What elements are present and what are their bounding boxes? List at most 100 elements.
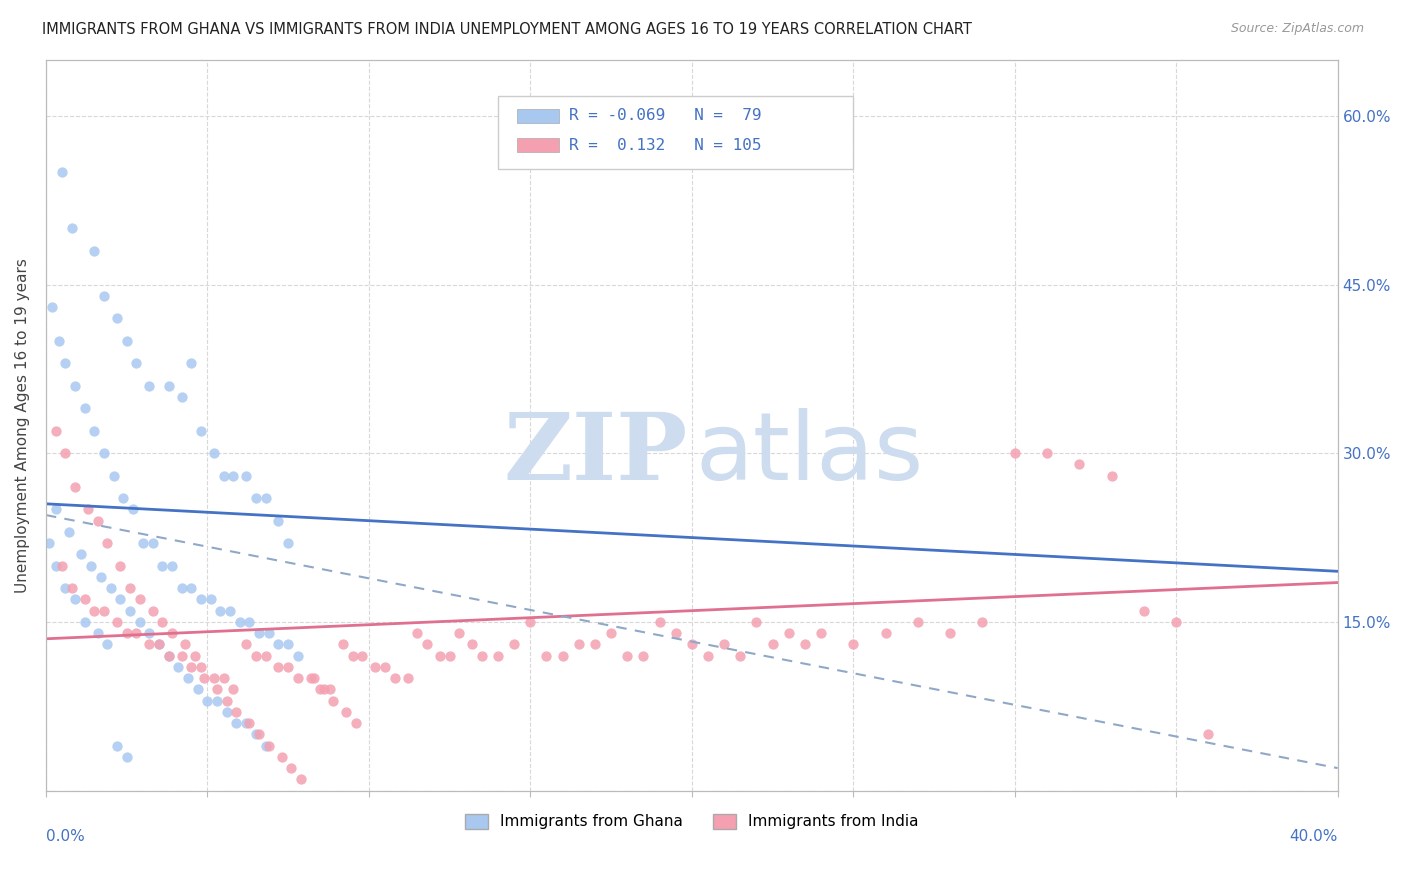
Point: [235, 637, 257, 651]
Point: [374, 660, 396, 674]
Point: [157, 648, 180, 663]
Point: [697, 648, 720, 663]
Point: [45, 558, 67, 573]
Point: [245, 491, 267, 506]
Point: [228, 615, 250, 629]
Point: [128, 592, 150, 607]
Point: [745, 615, 768, 629]
Point: [93, 446, 115, 460]
Point: [245, 648, 267, 663]
Point: [93, 289, 115, 303]
Point: [344, 716, 367, 731]
Point: [416, 637, 439, 651]
Point: [713, 637, 735, 651]
Point: [150, 615, 173, 629]
Point: [1198, 727, 1220, 741]
FancyBboxPatch shape: [498, 96, 853, 169]
Point: [73, 401, 96, 416]
Point: [180, 581, 202, 595]
Point: [51, 558, 73, 573]
Point: [105, 739, 128, 753]
Text: 0.0%: 0.0%: [46, 829, 84, 844]
Point: [70, 548, 93, 562]
Point: [45, 424, 67, 438]
Point: [138, 637, 160, 651]
Point: [125, 626, 148, 640]
Point: [177, 671, 200, 685]
Point: [60, 581, 83, 595]
Point: [180, 660, 202, 674]
Point: [132, 536, 155, 550]
Point: [110, 558, 132, 573]
Point: [429, 648, 451, 663]
Point: [225, 705, 247, 719]
Point: [160, 626, 183, 640]
Text: R = -0.069   N =  79: R = -0.069 N = 79: [569, 109, 762, 123]
Point: [200, 592, 222, 607]
Point: [633, 648, 655, 663]
Point: [53, 356, 76, 370]
Point: [319, 682, 342, 697]
Point: [287, 648, 309, 663]
FancyBboxPatch shape: [517, 138, 558, 153]
Point: [842, 637, 865, 651]
Point: [254, 491, 277, 506]
Point: [73, 592, 96, 607]
Point: [128, 615, 150, 629]
Point: [583, 637, 606, 651]
Point: [225, 716, 247, 731]
Point: [53, 581, 76, 595]
Point: [267, 660, 290, 674]
Point: [277, 536, 299, 550]
Point: [238, 615, 260, 629]
Point: [332, 637, 354, 651]
Point: [471, 648, 494, 663]
Point: [519, 615, 541, 629]
Point: [254, 739, 277, 753]
Point: [551, 648, 574, 663]
Point: [148, 637, 170, 651]
Point: [536, 648, 558, 663]
Point: [209, 604, 232, 618]
Point: [122, 502, 145, 516]
Point: [247, 727, 270, 741]
Point: [112, 491, 135, 506]
Point: [322, 693, 344, 707]
Point: [157, 378, 180, 392]
Point: [257, 739, 280, 753]
Point: [728, 648, 751, 663]
Point: [105, 311, 128, 326]
Point: [141, 536, 163, 550]
Point: [406, 626, 429, 640]
Point: [170, 648, 193, 663]
Point: [63, 378, 86, 392]
Point: [138, 626, 160, 640]
Point: [384, 671, 406, 685]
Point: [309, 682, 332, 697]
Text: 40.0%: 40.0%: [1289, 829, 1337, 844]
Point: [190, 660, 212, 674]
Point: [302, 671, 325, 685]
Point: [83, 604, 105, 618]
Point: [1004, 446, 1026, 460]
Point: [503, 637, 526, 651]
Point: [103, 468, 125, 483]
Point: [205, 682, 228, 697]
Point: [212, 671, 235, 685]
Point: [190, 592, 212, 607]
Point: [270, 750, 292, 764]
Point: [342, 648, 364, 663]
Point: [1166, 615, 1188, 629]
Point: [1101, 468, 1123, 483]
Point: [235, 716, 257, 731]
Point: [1133, 604, 1156, 618]
Point: [449, 626, 471, 640]
Point: [190, 424, 212, 438]
Point: [160, 558, 183, 573]
Point: [648, 615, 671, 629]
Point: [53, 446, 76, 460]
Point: [60, 221, 83, 235]
Point: [148, 637, 170, 651]
Point: [180, 356, 202, 370]
Point: [212, 468, 235, 483]
